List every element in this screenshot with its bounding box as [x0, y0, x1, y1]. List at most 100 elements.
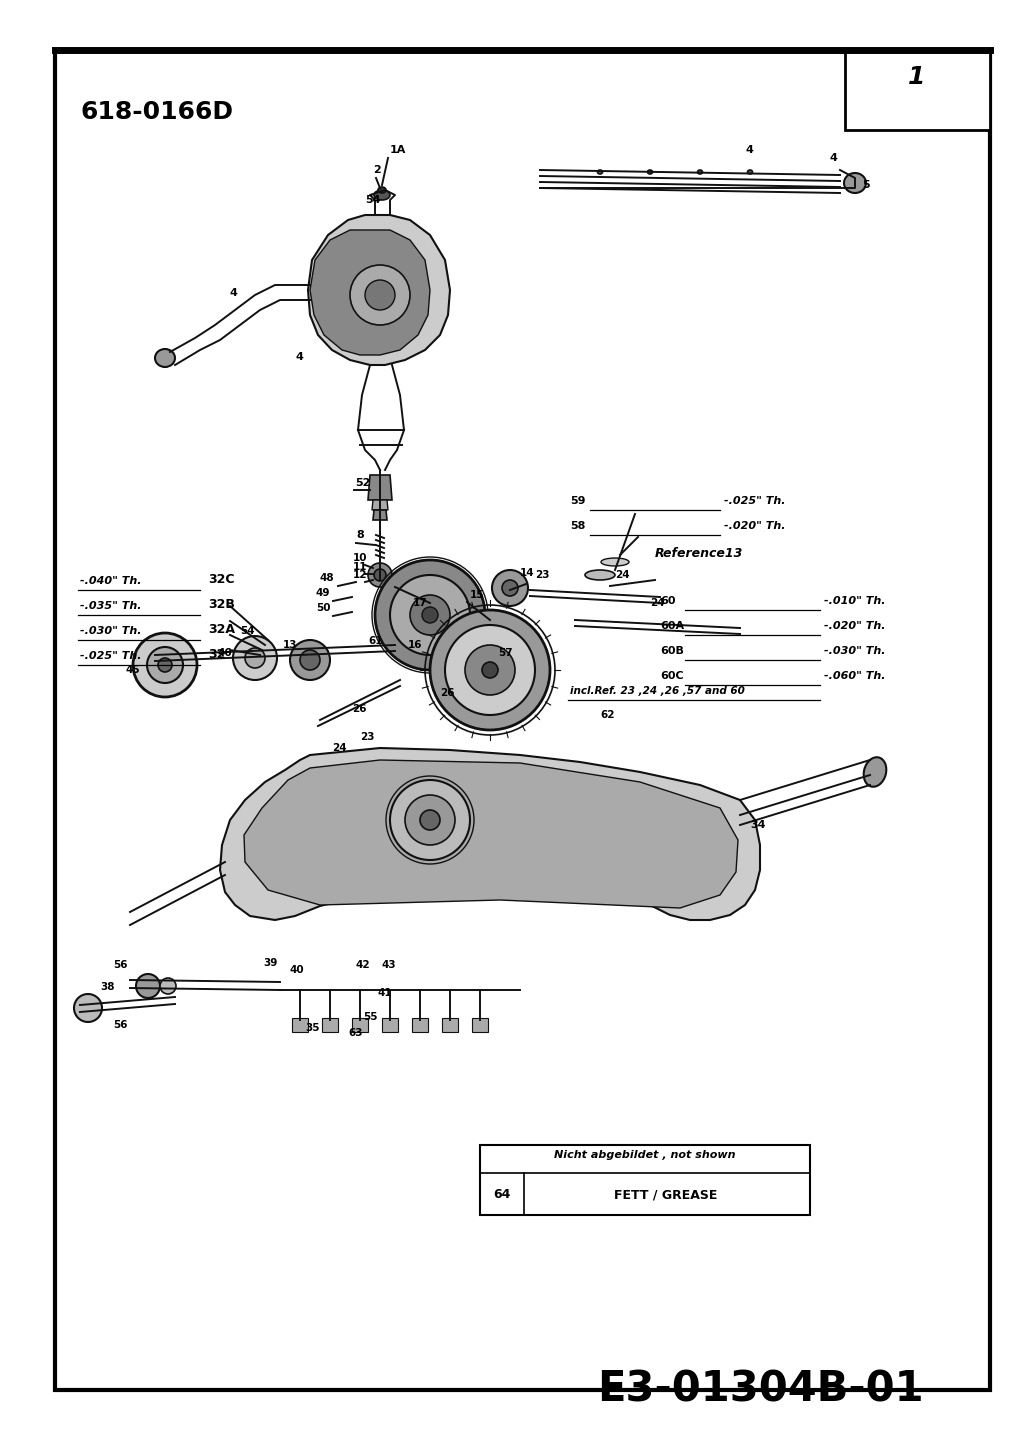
Circle shape	[410, 595, 450, 635]
Circle shape	[465, 645, 515, 695]
Circle shape	[368, 563, 392, 587]
Text: -.025" Th.: -.025" Th.	[80, 651, 141, 661]
Text: 13: 13	[283, 640, 297, 650]
Ellipse shape	[378, 187, 386, 192]
Polygon shape	[220, 748, 760, 920]
Text: 56: 56	[112, 1020, 128, 1030]
Text: -.040" Th.: -.040" Th.	[80, 576, 141, 586]
Text: 10: 10	[353, 553, 367, 563]
Text: 1A: 1A	[390, 145, 407, 155]
Text: -.030" Th.: -.030" Th.	[80, 627, 141, 637]
Circle shape	[390, 780, 470, 860]
Text: 1: 1	[908, 65, 926, 90]
Text: 4: 4	[745, 145, 753, 155]
Text: 4: 4	[296, 352, 303, 362]
Circle shape	[233, 637, 277, 680]
Circle shape	[133, 632, 197, 697]
Circle shape	[147, 647, 183, 683]
Circle shape	[390, 574, 470, 655]
Text: 5: 5	[862, 179, 870, 190]
Text: 40: 40	[290, 965, 304, 975]
Text: 32B: 32B	[208, 598, 235, 611]
Polygon shape	[292, 1019, 308, 1032]
Circle shape	[374, 569, 386, 582]
Polygon shape	[373, 509, 387, 519]
Text: 16: 16	[408, 640, 422, 650]
Ellipse shape	[647, 169, 652, 174]
Ellipse shape	[585, 570, 615, 580]
Text: 50: 50	[316, 603, 330, 614]
Text: 32C: 32C	[208, 573, 234, 586]
Polygon shape	[472, 1019, 488, 1032]
Text: 32: 32	[208, 648, 225, 661]
Text: 60: 60	[660, 596, 676, 606]
Ellipse shape	[747, 169, 752, 174]
Circle shape	[502, 580, 518, 596]
Text: 59: 59	[570, 496, 585, 506]
Text: 2: 2	[373, 165, 381, 175]
Text: FETT / GREASE: FETT / GREASE	[614, 1188, 717, 1201]
Text: 48: 48	[320, 573, 334, 583]
Text: 24: 24	[332, 742, 347, 752]
Circle shape	[422, 606, 438, 624]
Text: Reference13: Reference13	[655, 547, 743, 560]
Circle shape	[420, 810, 440, 831]
Text: 11: 11	[353, 561, 367, 572]
Text: 34: 34	[750, 820, 766, 831]
Text: 26: 26	[352, 705, 366, 713]
Polygon shape	[322, 1019, 338, 1032]
Circle shape	[160, 978, 176, 994]
Circle shape	[245, 648, 265, 669]
Circle shape	[290, 640, 330, 680]
Text: 38: 38	[100, 983, 115, 993]
Text: 43: 43	[382, 959, 396, 969]
Text: 46: 46	[218, 648, 232, 658]
Text: -.020" Th.: -.020" Th.	[724, 521, 785, 531]
Circle shape	[74, 994, 102, 1022]
Text: 39: 39	[263, 958, 278, 968]
Text: 23: 23	[535, 570, 549, 580]
Circle shape	[300, 650, 320, 670]
Text: 58: 58	[570, 521, 585, 531]
Ellipse shape	[155, 349, 175, 368]
Text: 42: 42	[355, 959, 369, 969]
Text: incl.Ref. 23 ,24 ,26 ,57 and 60: incl.Ref. 23 ,24 ,26 ,57 and 60	[570, 686, 745, 696]
Text: 24: 24	[650, 598, 665, 608]
Text: 35: 35	[305, 1023, 320, 1033]
Text: -.030" Th.: -.030" Th.	[824, 645, 885, 655]
Ellipse shape	[374, 190, 390, 200]
Text: 62: 62	[600, 710, 614, 721]
Text: -.020" Th.: -.020" Th.	[824, 621, 885, 631]
Text: 8: 8	[356, 530, 363, 540]
Polygon shape	[412, 1019, 428, 1032]
Text: -.025" Th.: -.025" Th.	[724, 496, 785, 506]
Text: -.060" Th.: -.060" Th.	[824, 671, 885, 682]
Text: 60C: 60C	[660, 671, 683, 682]
Polygon shape	[308, 216, 450, 365]
Text: 14: 14	[520, 569, 535, 577]
Text: 60A: 60A	[660, 621, 684, 631]
Text: -.010" Th.: -.010" Th.	[824, 596, 885, 606]
Circle shape	[158, 658, 172, 671]
Text: 15: 15	[470, 590, 484, 601]
Ellipse shape	[598, 169, 603, 174]
Circle shape	[350, 265, 410, 326]
Circle shape	[430, 611, 550, 729]
Text: -.035" Th.: -.035" Th.	[80, 601, 141, 611]
Circle shape	[492, 570, 528, 606]
Text: 4: 4	[230, 288, 237, 298]
Circle shape	[445, 625, 535, 715]
Ellipse shape	[698, 169, 703, 174]
Polygon shape	[368, 475, 392, 501]
Polygon shape	[382, 1019, 398, 1032]
Bar	[480, 1145, 810, 1215]
Text: 54: 54	[365, 195, 381, 205]
Text: E3-01304B-01: E3-01304B-01	[596, 1367, 924, 1409]
Text: 45: 45	[125, 666, 139, 674]
Text: 49: 49	[315, 587, 329, 598]
Polygon shape	[372, 501, 388, 509]
Text: 24: 24	[615, 570, 630, 580]
Polygon shape	[442, 1019, 458, 1032]
Circle shape	[365, 281, 395, 310]
Text: 41: 41	[378, 988, 392, 998]
